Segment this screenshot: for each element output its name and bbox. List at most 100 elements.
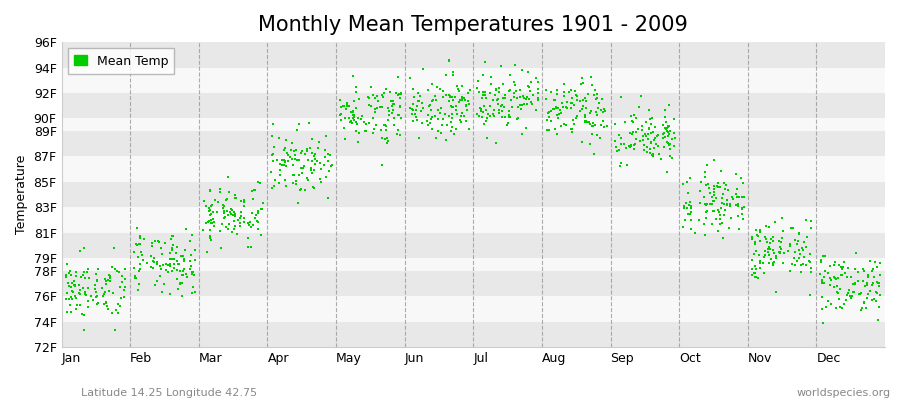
Point — [707, 186, 722, 192]
Point — [229, 210, 243, 217]
Point — [103, 275, 117, 281]
Point — [453, 97, 467, 103]
Point — [118, 265, 132, 272]
Point — [716, 200, 731, 207]
Point — [804, 265, 818, 271]
Point — [369, 122, 383, 128]
Point — [590, 132, 605, 138]
Point — [747, 251, 761, 258]
Point — [697, 220, 711, 227]
Point — [660, 139, 674, 145]
Point — [58, 274, 73, 280]
Point — [338, 106, 353, 112]
Point — [817, 253, 832, 259]
Point — [210, 208, 224, 215]
Point — [751, 275, 765, 282]
Point — [680, 205, 694, 212]
Bar — [61, 93, 885, 118]
Point — [175, 280, 189, 286]
Point — [509, 94, 524, 101]
Point — [624, 142, 638, 149]
Point — [763, 256, 778, 262]
Point — [840, 274, 854, 280]
Point — [592, 99, 607, 106]
Point — [133, 266, 148, 272]
Point — [694, 179, 708, 186]
Point — [346, 108, 360, 114]
Point — [63, 268, 77, 274]
Point — [619, 145, 634, 152]
Point — [660, 169, 674, 175]
Point — [719, 200, 733, 207]
Point — [384, 98, 399, 104]
Point — [387, 100, 401, 107]
Point — [77, 291, 92, 297]
Point — [848, 280, 862, 287]
Point — [381, 116, 395, 123]
Point — [614, 94, 628, 100]
Point — [710, 183, 724, 190]
Point — [422, 102, 436, 108]
Point — [568, 88, 582, 94]
Point — [405, 105, 419, 112]
Point — [178, 271, 193, 277]
Point — [827, 262, 842, 268]
Point — [793, 251, 807, 258]
Point — [638, 133, 652, 140]
Point — [502, 112, 517, 118]
Point — [243, 244, 257, 250]
Point — [362, 95, 376, 101]
Point — [279, 183, 293, 189]
Point — [286, 180, 301, 186]
Point — [833, 286, 848, 292]
Point — [550, 130, 564, 137]
Point — [482, 113, 497, 120]
Point — [203, 235, 218, 241]
Point — [691, 217, 706, 224]
Point — [683, 203, 698, 210]
Point — [703, 201, 717, 207]
Point — [662, 142, 677, 148]
Point — [873, 292, 887, 298]
Point — [346, 117, 361, 123]
Point — [706, 198, 721, 204]
Point — [823, 282, 837, 288]
Point — [247, 186, 261, 193]
Point — [633, 138, 647, 144]
Point — [288, 152, 302, 158]
Point — [796, 254, 811, 260]
Point — [148, 259, 162, 265]
Point — [364, 84, 378, 90]
Point — [242, 219, 256, 226]
Point — [442, 92, 456, 99]
Point — [523, 88, 537, 94]
Point — [472, 89, 487, 95]
Point — [289, 181, 303, 188]
Point — [680, 200, 694, 206]
Point — [528, 106, 543, 113]
Point — [288, 156, 302, 162]
Point — [648, 124, 662, 130]
Point — [222, 209, 237, 216]
Point — [171, 261, 185, 268]
Point — [265, 185, 279, 192]
Point — [551, 104, 565, 111]
Point — [531, 79, 545, 86]
Point — [644, 150, 658, 156]
Point — [556, 104, 571, 110]
Point — [285, 140, 300, 147]
Point — [101, 277, 115, 284]
Point — [814, 256, 828, 263]
Point — [758, 251, 772, 258]
Point — [512, 102, 526, 108]
Point — [734, 206, 749, 212]
Point — [842, 265, 856, 272]
Point — [629, 114, 643, 121]
Point — [830, 283, 844, 290]
Point — [823, 282, 837, 288]
Point — [176, 252, 191, 259]
Y-axis label: Temperature: Temperature — [15, 155, 28, 234]
Point — [69, 268, 84, 275]
Point — [250, 218, 265, 224]
Point — [127, 248, 141, 255]
